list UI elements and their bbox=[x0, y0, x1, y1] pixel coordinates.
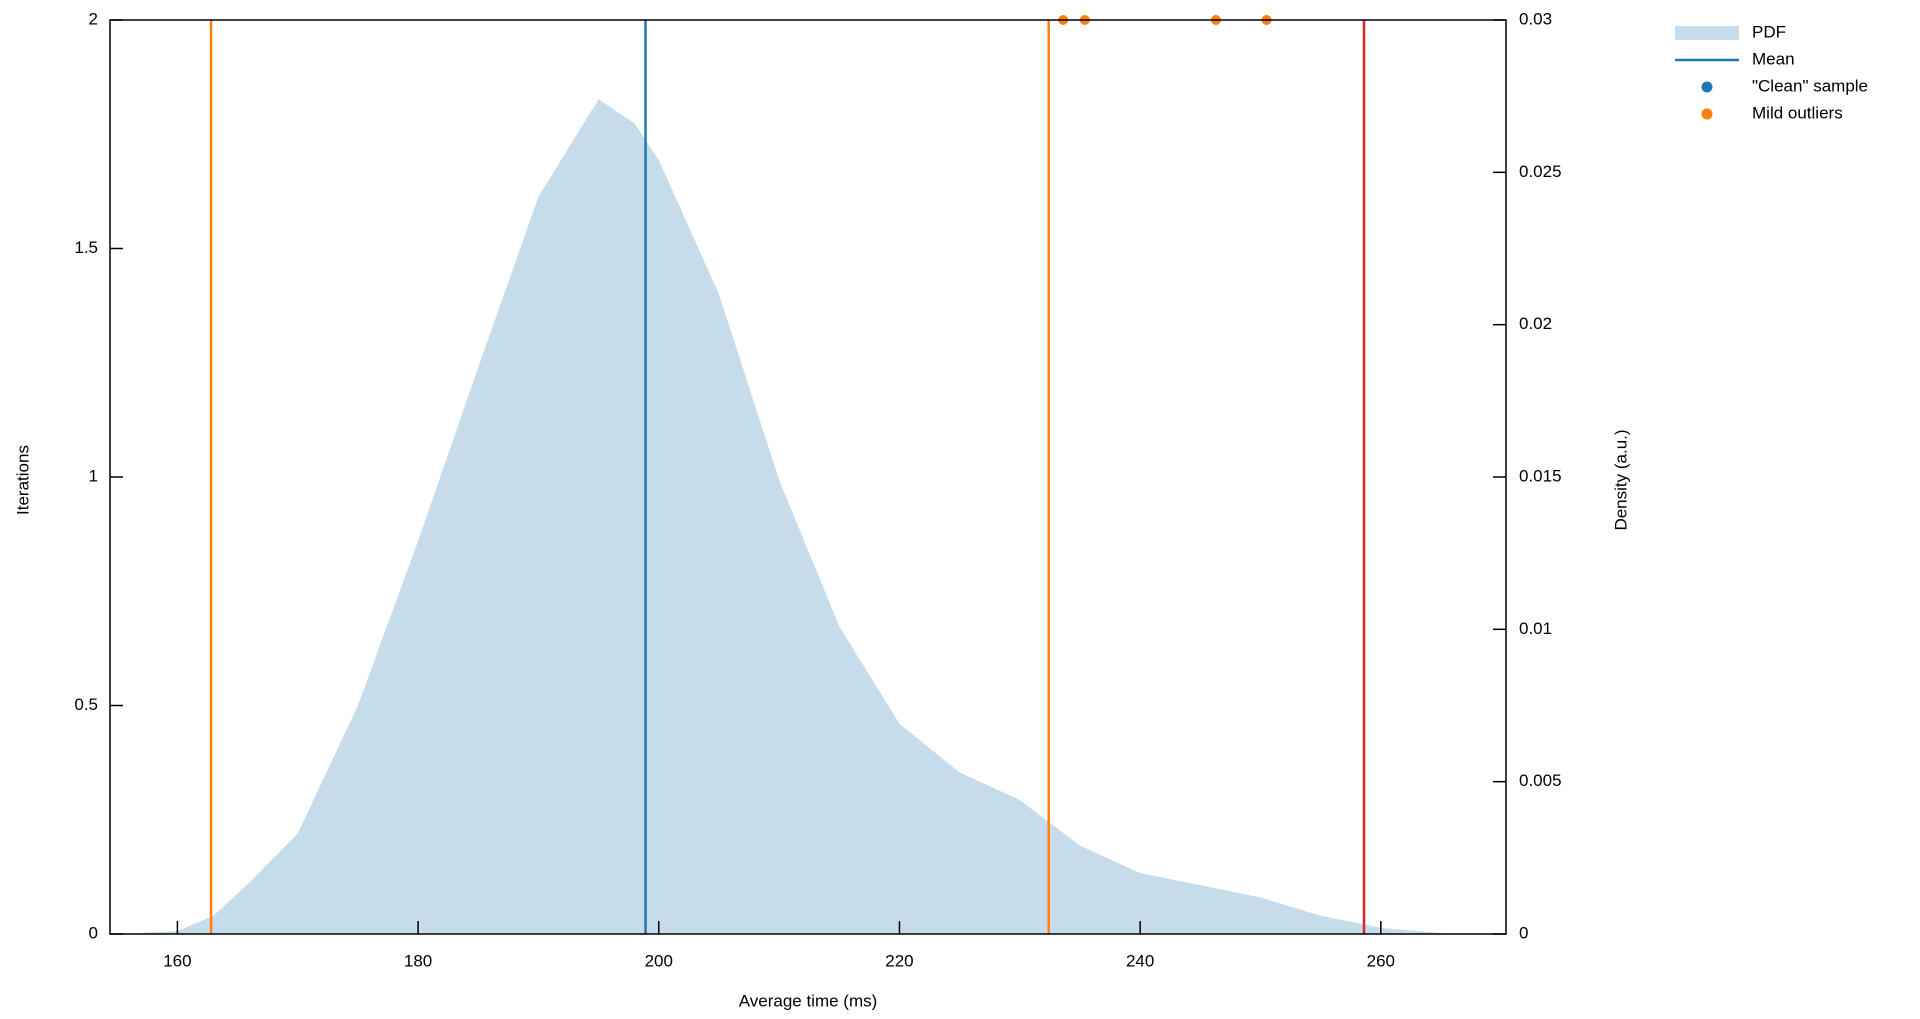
legend-label: "Clean" sample bbox=[1752, 76, 1868, 95]
legend-label: Mild outliers bbox=[1752, 103, 1843, 122]
y2-tick-label: 0.02 bbox=[1519, 314, 1552, 333]
x-tick-label: 160 bbox=[163, 951, 191, 970]
x-tick-label: 200 bbox=[645, 951, 673, 970]
legend-label: PDF bbox=[1752, 22, 1786, 41]
y-tick-label: 0 bbox=[89, 923, 98, 942]
x-tick-label: 220 bbox=[885, 951, 913, 970]
y2-tick-label: 0.03 bbox=[1519, 9, 1552, 28]
x-tick-label: 260 bbox=[1367, 951, 1395, 970]
y2-tick-label: 0.01 bbox=[1519, 619, 1552, 638]
y2-tick-label: 0 bbox=[1519, 923, 1528, 942]
pdf-area bbox=[123, 99, 1454, 935]
y2-tick-label: 0.005 bbox=[1519, 771, 1562, 790]
legend-swatch bbox=[1701, 81, 1713, 93]
y-tick-label: 1 bbox=[89, 466, 98, 485]
x-axis-label: Average time (ms) bbox=[739, 991, 878, 1010]
y2-tick-label: 0.015 bbox=[1519, 466, 1562, 485]
legend-label: Mean bbox=[1752, 49, 1795, 68]
legend-swatch bbox=[1701, 108, 1713, 120]
x-tick-label: 240 bbox=[1126, 951, 1154, 970]
y-tick-label: 2 bbox=[89, 9, 98, 28]
y-tick-label: 1.5 bbox=[74, 238, 98, 257]
legend-swatch bbox=[1675, 26, 1739, 40]
y-axis-label: Iterations bbox=[13, 445, 32, 515]
y2-tick-label: 0.025 bbox=[1519, 162, 1562, 181]
y2-axis-label: Density (a.u.) bbox=[1611, 429, 1630, 530]
y-tick-label: 0.5 bbox=[74, 695, 98, 714]
x-tick-label: 180 bbox=[404, 951, 432, 970]
